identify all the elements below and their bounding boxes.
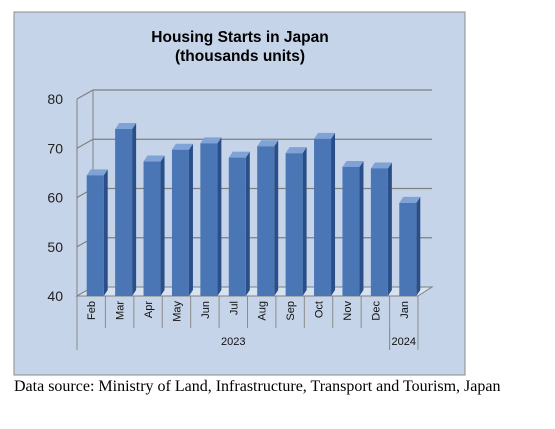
bar-side — [387, 162, 392, 296]
bar — [399, 202, 417, 296]
x-tick-label: Apr — [143, 301, 155, 318]
gridline-wall — [76, 138, 94, 149]
y-tick-label: 80 — [47, 91, 63, 107]
bar-top — [228, 151, 250, 158]
bar-top — [86, 169, 108, 176]
bar-side — [331, 132, 336, 296]
y-tick-label: 70 — [47, 140, 63, 156]
bar-top — [171, 143, 193, 150]
bar — [200, 143, 218, 296]
group-label: 2024 — [392, 336, 416, 348]
bar-side — [160, 155, 165, 296]
x-tick-label: Dec — [370, 301, 382, 321]
bar-top — [115, 123, 137, 130]
bar-top — [257, 140, 279, 147]
bar — [370, 168, 388, 296]
bar-side — [188, 143, 193, 296]
x-tick-label: Oct — [314, 301, 326, 318]
bar-side — [103, 169, 108, 296]
bar-top — [285, 147, 307, 154]
bar — [228, 157, 246, 296]
bar — [342, 166, 360, 296]
x-tick-label: Jun — [200, 301, 212, 319]
x-tick-label: May — [171, 301, 183, 322]
bar-top — [314, 132, 336, 139]
bar-side — [245, 151, 250, 296]
bar-top — [370, 162, 392, 169]
x-tick-label: Feb — [86, 301, 98, 320]
x-tick-label: Sep — [285, 301, 297, 321]
bar-side — [416, 196, 421, 296]
y-tick-label: 40 — [47, 288, 63, 304]
chart-title-line-2: (thousands units) — [175, 48, 305, 65]
y-tick-label: 50 — [47, 239, 63, 255]
bar — [257, 146, 275, 296]
bar-top — [399, 196, 421, 203]
bar — [314, 138, 332, 296]
bar-top — [143, 155, 165, 162]
x-tick-label: Nov — [342, 301, 354, 321]
bar-side — [274, 140, 279, 296]
bar-top — [342, 160, 364, 167]
x-tick-label: Aug — [257, 301, 269, 321]
x-tick-label: Jul — [228, 301, 240, 315]
bar — [86, 175, 104, 296]
bar — [171, 149, 189, 296]
bar-side — [302, 147, 307, 296]
bar-side — [359, 160, 364, 296]
x-tick-label: Jan — [399, 301, 411, 319]
bar — [115, 129, 133, 296]
group-label: 2023 — [221, 336, 245, 348]
x-tick-label: Mar — [115, 301, 127, 320]
y-tick-label: 60 — [47, 190, 63, 206]
chart-title-line-1: Housing Starts in Japan — [151, 29, 328, 46]
bar-side — [132, 123, 137, 296]
gridline-wall — [76, 89, 94, 100]
bar — [285, 153, 303, 296]
bar-top — [200, 137, 222, 144]
bar — [143, 161, 161, 296]
source-note: Data source: Ministry of Land, Infrastru… — [14, 378, 501, 395]
bar-side — [217, 137, 222, 296]
